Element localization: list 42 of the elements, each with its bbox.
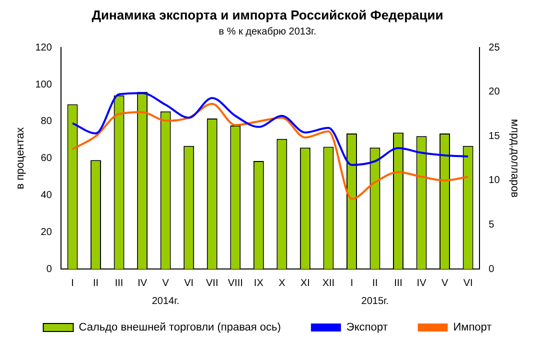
x-tick-label: II [372,278,378,289]
line-series [72,92,470,166]
y2-tick-label: 10 [488,175,500,186]
x-tick-label: IX [254,278,264,289]
x-tick-label: VIII [228,278,243,289]
legend-label: Экспорт [346,322,388,334]
x-tick-label: V [441,278,448,289]
x-tick-label: XII [322,278,335,289]
y-tick-label: 0 [46,264,52,275]
y-tick-label: 60 [40,153,52,164]
legend-label: Сальдо внешней торговли (правая ось) [78,322,281,334]
y-tick-label: 100 [35,79,52,90]
x-tick-label: III [394,278,402,289]
y2-axis-title: млрд.долларов [508,118,520,198]
y-tick-label: 40 [40,190,52,201]
text: 2015г. [361,296,389,307]
y-tick-label: 120 [35,42,52,54]
text: 2014г. [152,296,180,307]
chart-title: Динамика экспорта и импорта Российской Федерации [92,7,444,22]
chart-subtitle: в % к декабрю 2013г. [218,26,316,38]
y-axis-title: в процентах [14,126,27,190]
x-tick-label: VI [463,278,473,289]
y2-tick-label: 0 [488,264,495,275]
x-tick-label: II [93,278,99,289]
line-series [72,102,470,200]
legend-label: Импорт [453,322,492,334]
x-tick-label: I [71,278,74,289]
x-tick-label: VI [184,278,194,289]
y2-tick-label: 15 [488,130,500,142]
x-tick-label: VII [206,278,218,289]
x-tick-label: III [114,278,124,289]
y2-tick-label: 5 [488,219,495,230]
y-tick-label: 20 [40,226,52,238]
x-tick-label: V [162,278,170,289]
x-tick-label: XI [300,278,310,289]
y2-tick-label: 20 [488,86,500,98]
y-tick-label: 80 [40,116,52,128]
x-tick-label: IV [416,278,427,289]
y2-tick-label: 25 [488,42,500,54]
x-tick-label: I [350,278,354,289]
x-tick-label: IV [138,278,148,289]
x-tick-label: X [278,278,286,289]
